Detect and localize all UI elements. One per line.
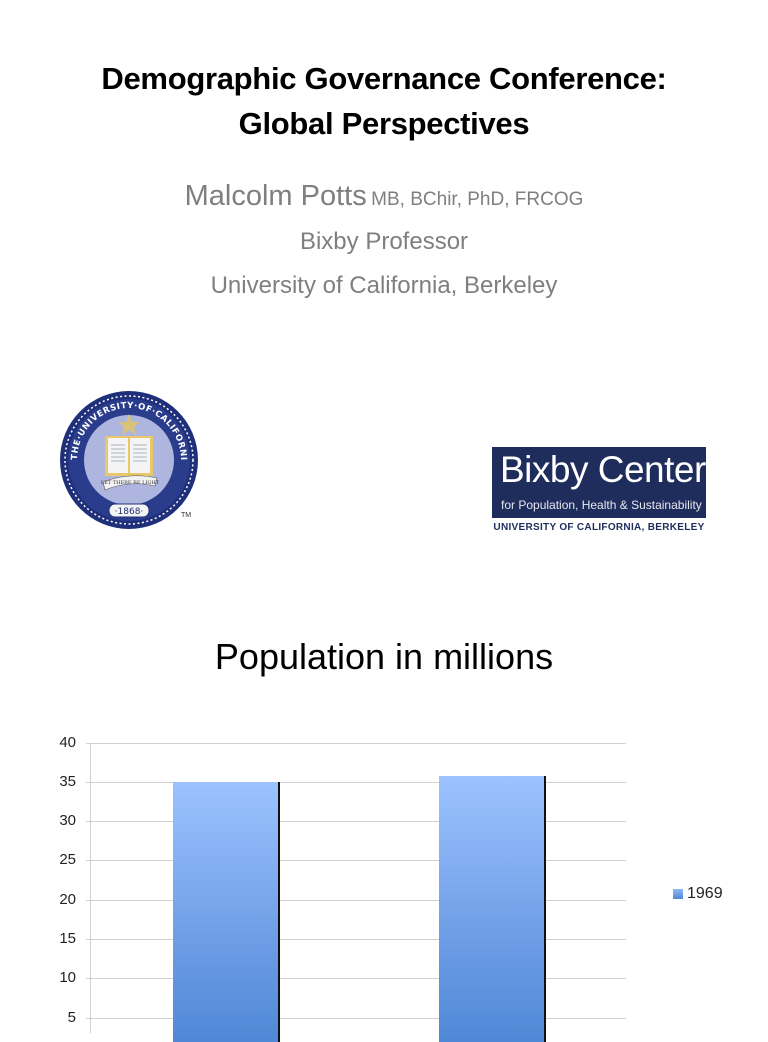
- bixby-logo-name: Bixby Center: [500, 449, 706, 490]
- author-name: Malcolm Potts: [184, 180, 367, 212]
- seal-icon: LET THERE BE LIGHT ·1868· THE·UNIVERSITY…: [55, 383, 198, 529]
- title-line-1: Demographic Governance Conference:: [101, 61, 667, 96]
- gridline-30: [86, 821, 626, 822]
- author-line: Malcolm Potts MB, BChir, PhD, FRCOG: [0, 180, 768, 213]
- y-tick-label: 20: [59, 891, 76, 908]
- y-tick-label: 40: [59, 734, 76, 751]
- legend-swatch-icon: [673, 889, 683, 899]
- bar-1969-category-2: [439, 776, 546, 1042]
- chart-title: Population in millions: [214, 636, 554, 677]
- author-institution: University of California, Berkeley: [210, 272, 558, 299]
- bar-chart: 40 35 30 25 20 15 10 5 1969: [0, 720, 768, 1042]
- title-line-2: Global Perspectives: [238, 106, 530, 141]
- gridline-20: [86, 900, 626, 901]
- bixby-center-logo: Bixby Center for Population, Health & Su…: [492, 447, 706, 518]
- y-axis-line: [90, 743, 91, 1033]
- y-tick-label: 10: [59, 969, 76, 986]
- uc-berkeley-seal-logo: LET THERE BE LIGHT ·1868· THE·UNIVERSITY…: [55, 383, 199, 530]
- bixby-logo-subtitle: UNIVERSITY OF CALIFORNIA, BERKELEY: [493, 522, 705, 533]
- gridline-35: [86, 782, 626, 783]
- y-tick-label: 35: [59, 773, 76, 790]
- gridline-10: [86, 978, 626, 979]
- author-credentials: MB, BChir, PhD, FRCOG: [371, 189, 584, 210]
- trademark-mark: TM: [181, 512, 192, 519]
- chart-legend: 1969: [673, 885, 723, 903]
- y-tick-label: 25: [59, 851, 76, 868]
- gridline-15: [86, 939, 626, 940]
- bar-1969-category-1: [173, 782, 280, 1042]
- gridline-25: [86, 860, 626, 861]
- gridline-40: [86, 743, 626, 744]
- slide-title: Demographic Governance Conference: Globa…: [0, 56, 768, 146]
- legend-label: 1969: [687, 885, 723, 902]
- gridline-5: [86, 1018, 626, 1019]
- svg-text:LET THERE BE LIGHT: LET THERE BE LIGHT: [101, 480, 160, 486]
- svg-text:·1868·: ·1868·: [115, 507, 144, 517]
- y-tick-label: 5: [67, 1009, 76, 1026]
- y-tick-label: 15: [59, 930, 76, 947]
- bixby-logo-tagline: for Population, Health & Sustainability: [501, 498, 702, 512]
- y-tick-label: 30: [59, 812, 76, 829]
- author-position: Bixby Professor: [299, 228, 469, 255]
